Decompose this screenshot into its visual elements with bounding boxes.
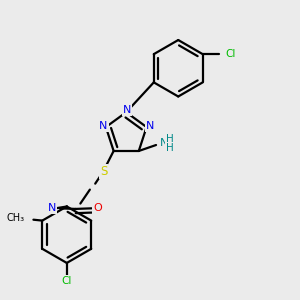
Text: O: O (93, 203, 102, 213)
Text: N: N (99, 121, 108, 131)
Text: N: N (48, 203, 56, 213)
Text: S: S (100, 165, 107, 178)
Text: N: N (146, 121, 154, 131)
Text: H: H (166, 143, 174, 153)
Text: H: H (48, 203, 56, 213)
Text: CH₃: CH₃ (6, 213, 25, 223)
Text: Cl: Cl (61, 276, 72, 286)
Text: N: N (123, 105, 131, 115)
Text: H: H (166, 134, 174, 144)
Text: N: N (160, 138, 169, 148)
Text: Cl: Cl (225, 49, 236, 59)
